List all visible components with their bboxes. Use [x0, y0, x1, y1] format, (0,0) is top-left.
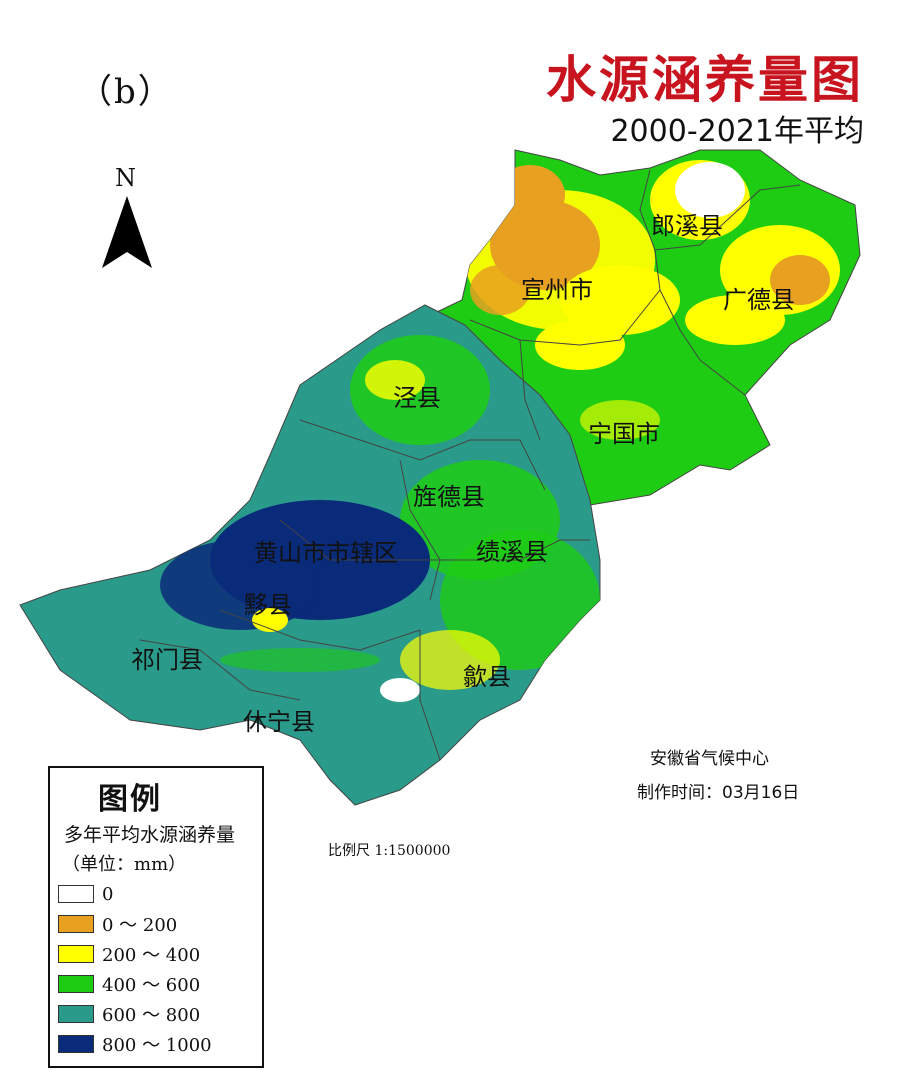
map-subtitle: 2000-2021年平均	[610, 114, 864, 149]
scale-text: 比例尺 1:1500000	[328, 843, 451, 859]
legend-title: 图例	[98, 782, 162, 817]
legend-item: 200 ～ 400	[58, 944, 201, 966]
legend-label: 600 ～ 800	[102, 1005, 201, 1026]
south-value-patches	[160, 335, 600, 702]
legend-item: 0	[58, 883, 114, 905]
legend-subtitle: 多年平均水源涵养量	[64, 824, 236, 846]
region-label-xiuning: 休宁县	[243, 708, 315, 736]
region-label-jingxian: 泾县	[393, 384, 441, 412]
north-arrow-icon	[102, 196, 152, 268]
county-boundaries	[139, 169, 801, 761]
panel-label: （b）	[78, 72, 174, 112]
map-title: 水源涵养量图	[546, 50, 864, 109]
legend-unit: （单位：mm）	[62, 854, 187, 875]
legend-swatch	[58, 1005, 94, 1023]
legend-item: 800 ～ 1000	[58, 1034, 212, 1056]
region-label-huangshan: 黄山市市辖区	[254, 539, 398, 567]
legend-label: 800 ～ 1000	[102, 1035, 212, 1056]
region-label-yixian: 黟县	[244, 591, 292, 619]
region-label-jingde: 旌德县	[413, 483, 485, 511]
legend-swatch	[58, 945, 94, 963]
region-label-shexian: 歙县	[463, 663, 511, 691]
legend-swatch	[58, 975, 94, 993]
legend: 图例 多年平均水源涵养量 （单位：mm） 0 0 ～ 200 200 ～ 400…	[48, 766, 264, 1068]
north-value-patches	[465, 160, 840, 440]
region-label-ningguo: 宁国市	[588, 420, 660, 448]
credit-organization: 安徽省气候中心	[650, 749, 769, 769]
legend-label: 0	[102, 883, 114, 905]
region-label-qimen: 祁门县	[131, 646, 203, 674]
region-label-guangde: 广德县	[723, 286, 795, 314]
region-label-xuanzhou: 宣州市	[521, 276, 593, 304]
region-label-jixi: 绩溪县	[476, 538, 548, 566]
legend-swatch	[58, 915, 94, 933]
legend-label: 400 ～ 600	[102, 975, 201, 996]
legend-item: 600 ～ 800	[58, 1004, 201, 1026]
credit-date: 制作时间：03月16日	[637, 783, 800, 803]
legend-label: 0 ～ 200	[102, 915, 178, 936]
region-label-langxi: 郎溪县	[651, 212, 723, 240]
legend-item: 0 ～ 200	[58, 914, 178, 936]
legend-swatch	[58, 885, 94, 903]
legend-swatch	[58, 1035, 94, 1053]
legend-item: 400 ～ 600	[58, 974, 201, 996]
north-label: N	[115, 164, 136, 192]
legend-label: 200 ～ 400	[102, 945, 201, 966]
